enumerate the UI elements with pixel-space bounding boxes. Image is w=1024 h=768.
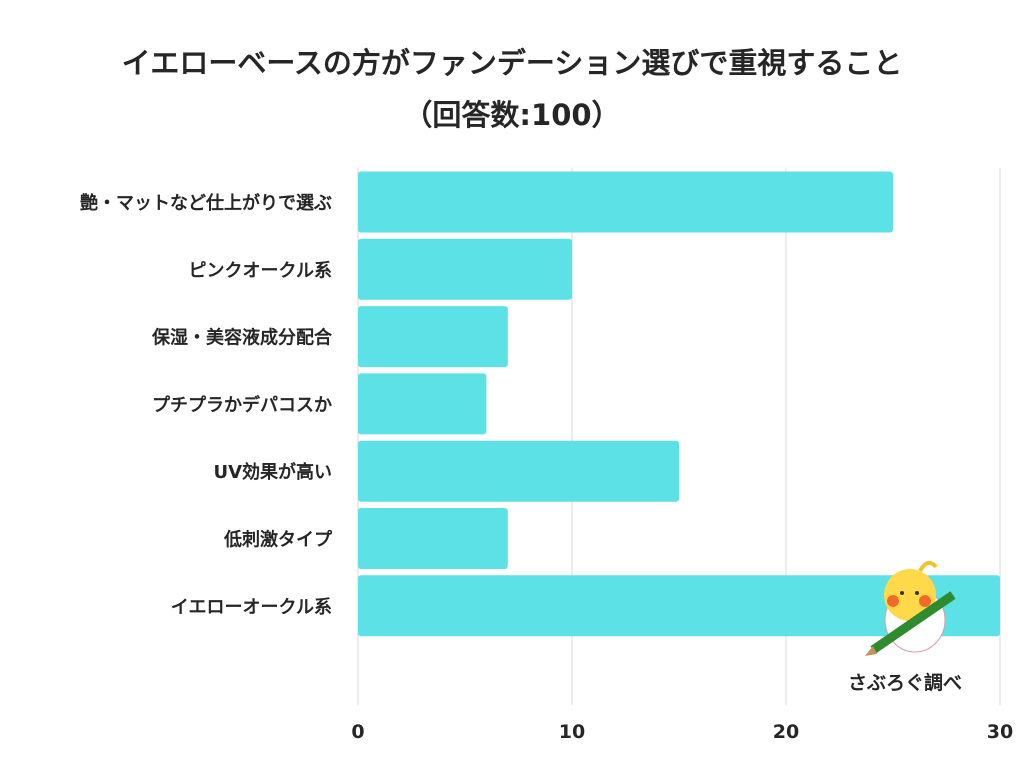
category-label: 艶・マットなど仕上がりで選ぶ — [80, 192, 332, 214]
bar — [358, 306, 508, 368]
x-tick-label: 10 — [559, 721, 585, 743]
chart-title: イエローベースの方がファンデーション選びで重視すること — [121, 46, 903, 80]
x-tick-label: 30 — [987, 721, 1013, 743]
category-label: イエローオークル系 — [171, 597, 332, 618]
bird-mascot-icon — [865, 560, 956, 656]
bar — [358, 373, 487, 435]
category-label: 保湿・美容液成分配合 — [151, 327, 333, 349]
chart-subtitle: （回答数:100） — [403, 98, 621, 132]
category-label: 低刺激タイプ — [223, 529, 333, 551]
bar — [358, 171, 893, 233]
bar — [358, 508, 508, 569]
category-label: ピンクオークル系 — [189, 260, 332, 281]
bar — [358, 575, 1000, 637]
x-tick-label: 0 — [351, 721, 364, 743]
credit-label: さぶろぐ調べ — [847, 672, 962, 694]
category-label: プチプラかデパコスか — [152, 394, 332, 416]
bar — [358, 238, 572, 300]
x-tick-label: 20 — [773, 721, 799, 743]
bar — [358, 440, 679, 502]
category-label: UV効果が高い — [213, 461, 332, 483]
